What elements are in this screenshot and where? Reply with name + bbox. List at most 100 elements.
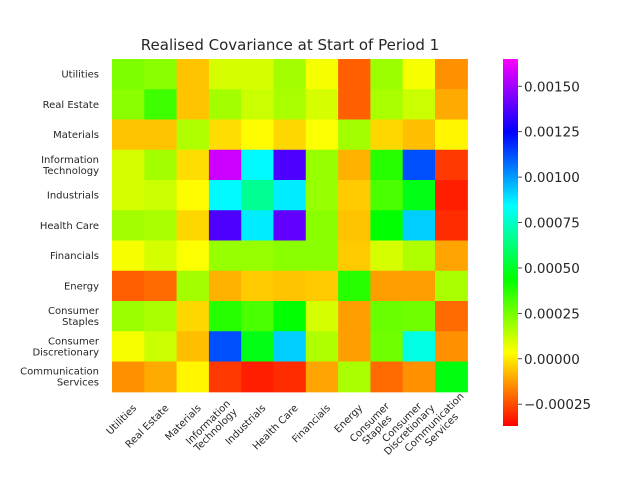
heatmap-cell — [208, 149, 242, 181]
row-label: Utilities — [61, 70, 99, 81]
heatmap-cell — [241, 301, 275, 332]
heatmap-cell — [241, 361, 275, 393]
heatmap-cell — [305, 210, 339, 242]
heatmap-cell — [176, 180, 210, 211]
heatmap-cell — [338, 270, 371, 302]
heatmap-cell — [112, 240, 145, 272]
heatmap-cell — [338, 361, 371, 393]
colorbar-tick-label: 0.00100 — [524, 170, 580, 186]
heatmap-cell — [402, 301, 436, 332]
heatmap-cell — [208, 210, 242, 242]
heatmap-cell — [208, 270, 242, 302]
heatmap-cell — [112, 270, 145, 302]
heatmap-cell — [273, 119, 307, 151]
heatmap-cell — [176, 119, 210, 151]
heatmap-cell — [176, 89, 210, 121]
heatmap-cell — [402, 210, 436, 242]
row-label: Industrials — [47, 191, 99, 202]
heatmap-cell — [370, 331, 404, 363]
heatmap-cell — [305, 119, 339, 151]
heatmap-cell — [273, 240, 307, 272]
heatmap-cell — [176, 59, 210, 90]
heatmap-cell — [338, 240, 371, 272]
heatmap-cell — [112, 331, 145, 363]
heatmap-cell — [241, 89, 275, 121]
heatmap-cell — [273, 89, 307, 121]
heatmap-cell — [273, 301, 307, 332]
heatmap-cell — [112, 119, 145, 151]
row-label: Consumer Staples — [48, 306, 100, 328]
heatmap-cell — [305, 89, 339, 121]
row-label: Consumer Discretionary — [32, 336, 99, 358]
heatmap-cell — [208, 119, 242, 151]
heatmap-cell — [402, 149, 436, 181]
row-label: Energy — [64, 281, 99, 292]
heatmap-cell — [241, 180, 275, 211]
heatmap-cell — [370, 180, 404, 211]
heatmap-cell — [176, 270, 210, 302]
heatmap-cell — [402, 361, 436, 393]
heatmap-cell — [273, 210, 307, 242]
heatmap-cell — [112, 210, 145, 242]
heatmap-cell — [112, 180, 145, 211]
heatmap-cell — [273, 331, 307, 363]
heatmap-cell — [176, 331, 210, 363]
heatmap-cell — [435, 59, 468, 90]
heatmap-cell — [370, 361, 404, 393]
heatmap-cell — [402, 240, 436, 272]
row-label: Real Estate — [43, 100, 99, 111]
heatmap-cell — [370, 301, 404, 332]
heatmap-cell — [208, 240, 242, 272]
heatmap-cell — [338, 180, 371, 211]
heatmap-cell — [144, 180, 178, 211]
colorbar-ticks: 0.00150 0.00125 0.00100 0.00075 0.00050 0.000… — [518, 79, 591, 413]
heatmap-cell — [273, 180, 307, 211]
heatmap-cell — [402, 180, 436, 211]
heatmap-cell — [176, 210, 210, 242]
heatmap-cell — [144, 59, 178, 90]
heatmap-cell — [305, 59, 339, 90]
heatmap-cell — [370, 210, 404, 242]
heatmap-cell — [273, 270, 307, 302]
heatmap-cell — [144, 119, 178, 151]
heatmap-cell — [435, 180, 468, 211]
heatmap-cell — [208, 89, 242, 121]
heatmap-cell — [435, 119, 468, 151]
heatmap-cell — [241, 240, 275, 272]
heatmap-cell — [338, 89, 371, 121]
heatmap-cell — [176, 149, 210, 181]
colorbar-tick-label: 0.00125 — [524, 125, 580, 141]
heatmap-cell — [241, 331, 275, 363]
heatmap-cell — [112, 89, 145, 121]
heatmap-cell — [144, 361, 178, 393]
heatmap-cell — [176, 240, 210, 272]
heatmap-cell — [112, 149, 145, 181]
heatmap-cell — [370, 59, 404, 90]
row-label: Health Care — [40, 221, 99, 232]
row-label: Communication Services — [20, 367, 99, 389]
row-labels: Utilities Real Estate Materials Information… — [20, 70, 112, 389]
row-label: Materials — [53, 130, 99, 141]
heatmap-cell — [112, 301, 145, 332]
heatmap-cell — [338, 331, 371, 363]
heatmap-cell — [402, 331, 436, 363]
heatmap-cell — [112, 361, 145, 393]
heatmap-cell — [176, 361, 210, 393]
heatmap-cells — [112, 59, 468, 393]
colorbar — [503, 59, 518, 426]
heatmap-cell — [338, 301, 371, 332]
heatmap-cell — [435, 240, 468, 272]
heatmap-cell — [435, 270, 468, 302]
heatmap-cell — [435, 301, 468, 332]
heatmap-cell — [305, 270, 339, 302]
heatmap-cell — [402, 89, 436, 121]
heatmap-cell — [144, 331, 178, 363]
colorbar-tick-label: 0.00150 — [524, 79, 580, 95]
heatmap-cell — [370, 149, 404, 181]
heatmap-cell — [208, 331, 242, 363]
heatmap-cell — [241, 119, 275, 151]
heatmap-cell — [208, 361, 242, 393]
heatmap-cell — [144, 301, 178, 332]
